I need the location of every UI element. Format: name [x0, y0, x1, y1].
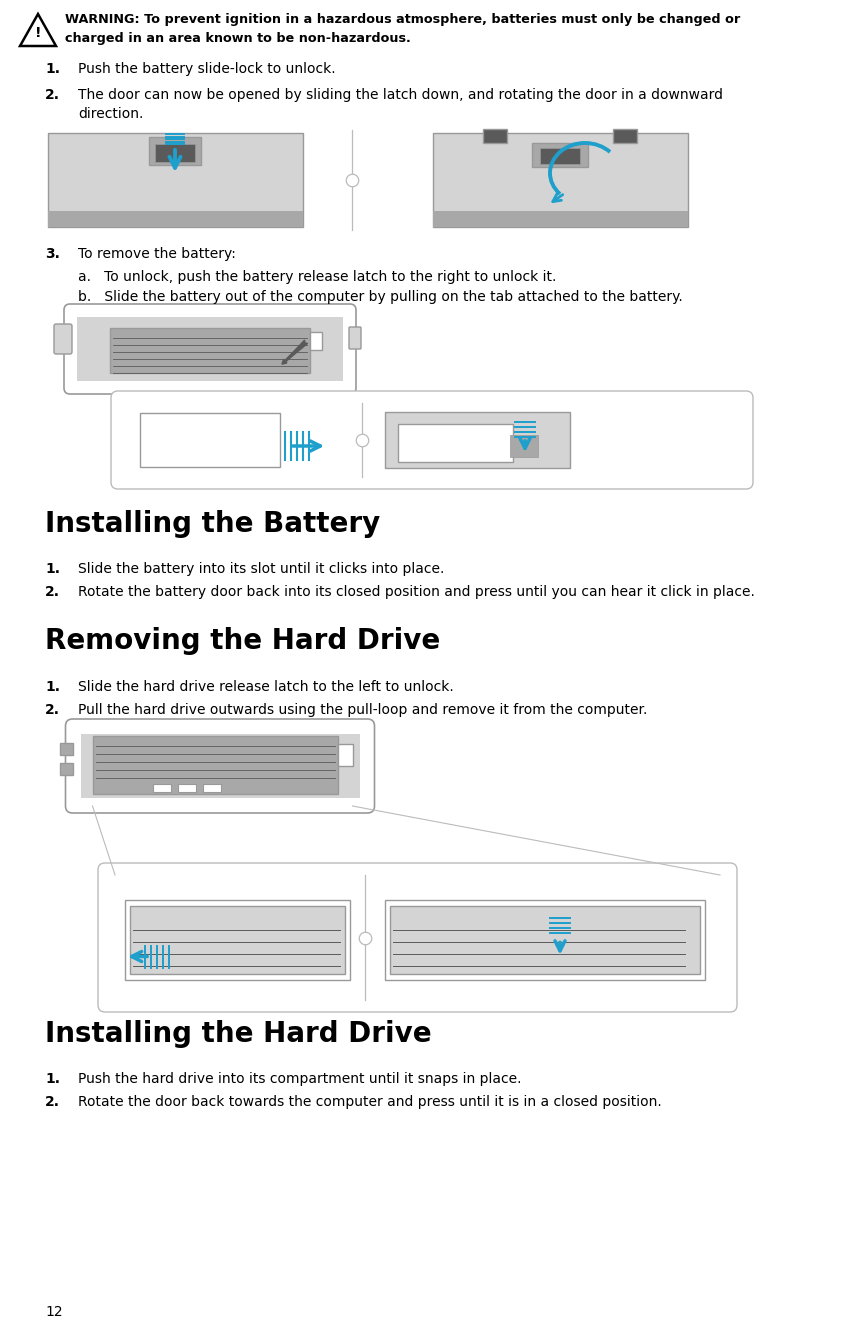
Bar	[178, 784, 195, 792]
Text: 2.: 2.	[45, 1095, 60, 1109]
Bar	[433, 133, 688, 227]
Bar	[337, 744, 353, 766]
Bar	[310, 332, 322, 350]
Bar	[433, 211, 688, 227]
Bar	[532, 143, 588, 167]
FancyBboxPatch shape	[64, 304, 356, 394]
Text: a.   To unlock, push the battery release latch to the right to unlock it.: a. To unlock, push the battery release l…	[78, 269, 557, 284]
Text: 2.: 2.	[45, 88, 60, 102]
Bar	[147, 422, 247, 462]
Bar	[613, 129, 637, 143]
Text: Removing the Hard Drive: Removing the Hard Drive	[45, 626, 440, 656]
Bar	[540, 149, 580, 165]
Bar	[140, 413, 280, 467]
Bar	[203, 784, 220, 792]
Bar	[48, 211, 303, 227]
FancyBboxPatch shape	[54, 324, 72, 354]
Text: 2.: 2.	[45, 585, 60, 598]
Bar	[390, 905, 700, 974]
Bar	[130, 905, 345, 974]
Text: charged in an area known to be non-hazardous.: charged in an area known to be non-hazar…	[65, 32, 411, 45]
Text: Slide the battery into its slot until it clicks into place.: Slide the battery into its slot until it…	[78, 563, 445, 576]
Bar	[510, 435, 538, 456]
Text: 1.: 1.	[45, 679, 60, 694]
Text: direction.: direction.	[78, 107, 143, 121]
Bar	[155, 145, 195, 162]
FancyBboxPatch shape	[111, 391, 753, 490]
Text: Rotate the door back towards the computer and press until it is in a closed posi: Rotate the door back towards the compute…	[78, 1095, 662, 1109]
Text: !: !	[35, 27, 42, 40]
Bar	[385, 900, 705, 979]
Text: 12: 12	[45, 1304, 62, 1319]
Text: 1.: 1.	[45, 563, 60, 576]
Text: WARNING: To prevent ignition in a hazardous atmosphere, batteries must only be c: WARNING: To prevent ignition in a hazard…	[65, 13, 740, 27]
Bar	[93, 736, 337, 794]
Text: 3.: 3.	[45, 247, 60, 261]
FancyBboxPatch shape	[98, 863, 737, 1013]
Text: 1.: 1.	[45, 1072, 60, 1085]
Text: b.   Slide the battery out of the computer by pulling on the tab attached to the: b. Slide the battery out of the computer…	[78, 291, 682, 304]
Text: Pull the hard drive outwards using the pull-loop and remove it from the computer: Pull the hard drive outwards using the p…	[78, 703, 648, 717]
Bar	[398, 425, 513, 462]
Text: The door can now be opened by sliding the latch down, and rotating the door in a: The door can now be opened by sliding th…	[78, 88, 723, 102]
Text: 2.: 2.	[45, 703, 60, 717]
Text: To remove the battery:: To remove the battery:	[78, 247, 236, 261]
Bar	[385, 411, 570, 468]
Bar	[483, 129, 507, 143]
Bar	[110, 328, 310, 373]
Bar	[153, 784, 171, 792]
Text: Installing the Battery: Installing the Battery	[45, 510, 381, 537]
Text: Installing the Hard Drive: Installing the Hard Drive	[45, 1020, 432, 1048]
FancyBboxPatch shape	[66, 719, 375, 813]
Text: 1.: 1.	[45, 62, 60, 76]
Text: Push the hard drive into its compartment until it snaps in place.: Push the hard drive into its compartment…	[78, 1072, 521, 1085]
Bar	[81, 734, 360, 798]
Text: Push the battery slide-lock to unlock.: Push the battery slide-lock to unlock.	[78, 62, 336, 76]
Bar	[60, 763, 73, 775]
Bar	[60, 743, 73, 755]
Bar	[149, 137, 201, 165]
Text: Rotate the battery door back into its closed position and press until you can he: Rotate the battery door back into its cl…	[78, 585, 755, 598]
Bar	[77, 317, 343, 381]
Bar	[48, 133, 303, 227]
FancyBboxPatch shape	[349, 326, 361, 349]
Text: Slide the hard drive release latch to the left to unlock.: Slide the hard drive release latch to th…	[78, 679, 453, 694]
Bar	[125, 900, 350, 979]
